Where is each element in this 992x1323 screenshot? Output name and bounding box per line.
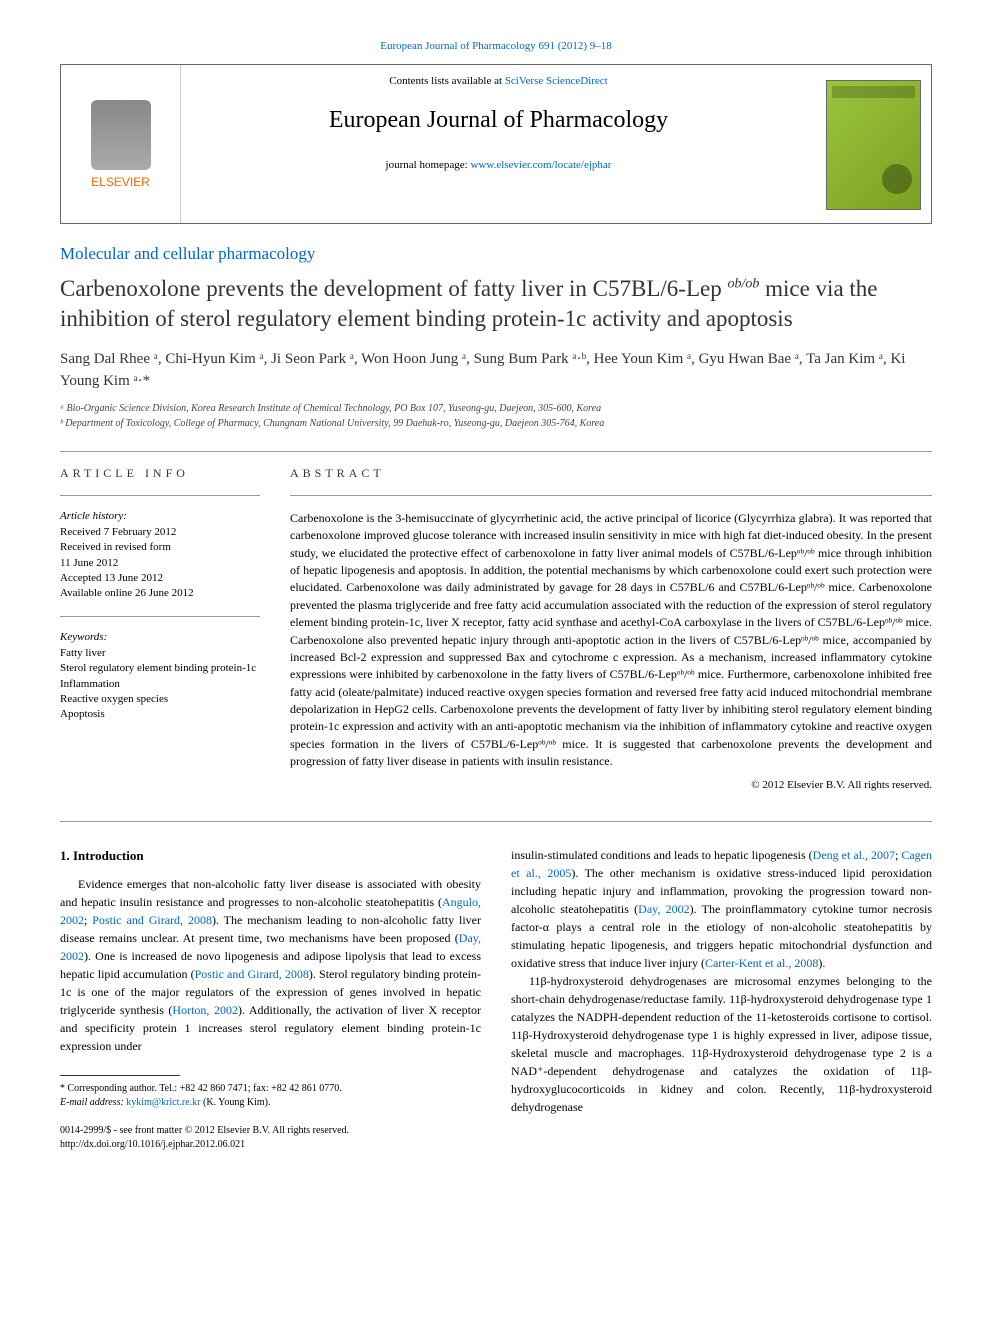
authors-list: Sang Dal Rhee ᵃ, Chi-Hyun Kim ᵃ, Ji Seon… xyxy=(60,348,932,393)
elsevier-tree-icon xyxy=(91,100,151,170)
article-title: Carbenoxolone prevents the development o… xyxy=(60,274,932,334)
header-citation: European Journal of Pharmacology 691 (20… xyxy=(60,40,932,52)
journal-cover-thumbnail xyxy=(826,80,921,210)
journal-header: ELSEVIER Contents lists available at Sci… xyxy=(60,64,932,224)
article-history: Received 7 February 2012 Received in rev… xyxy=(60,525,260,602)
contents-available: Contents lists available at SciVerse Sci… xyxy=(191,75,806,87)
corresponding-author: * Corresponding author. Tel.: +82 42 860… xyxy=(60,1082,481,1096)
sciencedirect-link[interactable]: SciVerse ScienceDirect xyxy=(505,75,608,87)
keywords-list: Fatty liver Sterol regulatory element bi… xyxy=(60,646,260,723)
abstract-heading: ABSTRACT xyxy=(290,466,932,481)
intro-heading: 1. Introduction xyxy=(60,846,481,866)
copyright-notice: © 2012 Elsevier B.V. All rights reserved… xyxy=(290,779,932,791)
body-paragraph: 11β-hydroxysteroid dehydrogenases are mi… xyxy=(511,972,932,1116)
history-label: Article history: xyxy=(60,510,260,522)
journal-title: European Journal of Pharmacology xyxy=(191,107,806,134)
citation-link[interactable]: Postic and Girard, 2008 xyxy=(195,967,309,981)
divider xyxy=(60,616,260,617)
divider xyxy=(60,451,932,452)
body-paragraph: Evidence emerges that non-alcoholic fatt… xyxy=(60,875,481,1055)
citation-link[interactable]: Deng et al., 2007 xyxy=(813,848,895,862)
elsevier-logo: ELSEVIER xyxy=(61,65,181,223)
article-info-heading: ARTICLE INFO xyxy=(60,466,260,481)
citation-link[interactable]: Horton, 2002 xyxy=(172,1003,238,1017)
citation-link[interactable]: Carter-Kent et al., 2008 xyxy=(705,956,818,970)
email-footnote: E-mail address: kykim@krict.re.kr (K. Yo… xyxy=(60,1096,481,1110)
affiliation-a: ᵃ Bio-Organic Science Division, Korea Re… xyxy=(60,401,932,416)
citation-link[interactable]: Day, 2002 xyxy=(638,902,689,916)
citation-link[interactable]: European Journal of Pharmacology 691 (20… xyxy=(380,40,612,52)
front-matter: 0014-2999/$ - see front matter © 2012 El… xyxy=(60,1124,481,1152)
divider xyxy=(290,495,932,496)
divider xyxy=(60,495,260,496)
email-link[interactable]: kykim@krict.re.kr xyxy=(126,1097,200,1108)
footnote-separator xyxy=(60,1075,180,1076)
abstract-text: Carbenoxolone is the 3-hemisuccinate of … xyxy=(290,510,932,771)
divider xyxy=(60,821,932,822)
publisher-name: ELSEVIER xyxy=(91,175,150,189)
section-label: Molecular and cellular pharmacology xyxy=(60,244,932,264)
citation-link[interactable]: Postic and Girard, 2008 xyxy=(92,913,212,927)
body-paragraph: insulin-stimulated conditions and leads … xyxy=(511,846,932,972)
homepage-link[interactable]: www.elsevier.com/locate/ejphar xyxy=(470,159,611,171)
keywords-label: Keywords: xyxy=(60,631,260,643)
affiliation-b: ᵇ Department of Toxicology, College of P… xyxy=(60,416,932,431)
journal-homepage: journal homepage: www.elsevier.com/locat… xyxy=(191,159,806,171)
affiliations: ᵃ Bio-Organic Science Division, Korea Re… xyxy=(60,401,932,431)
